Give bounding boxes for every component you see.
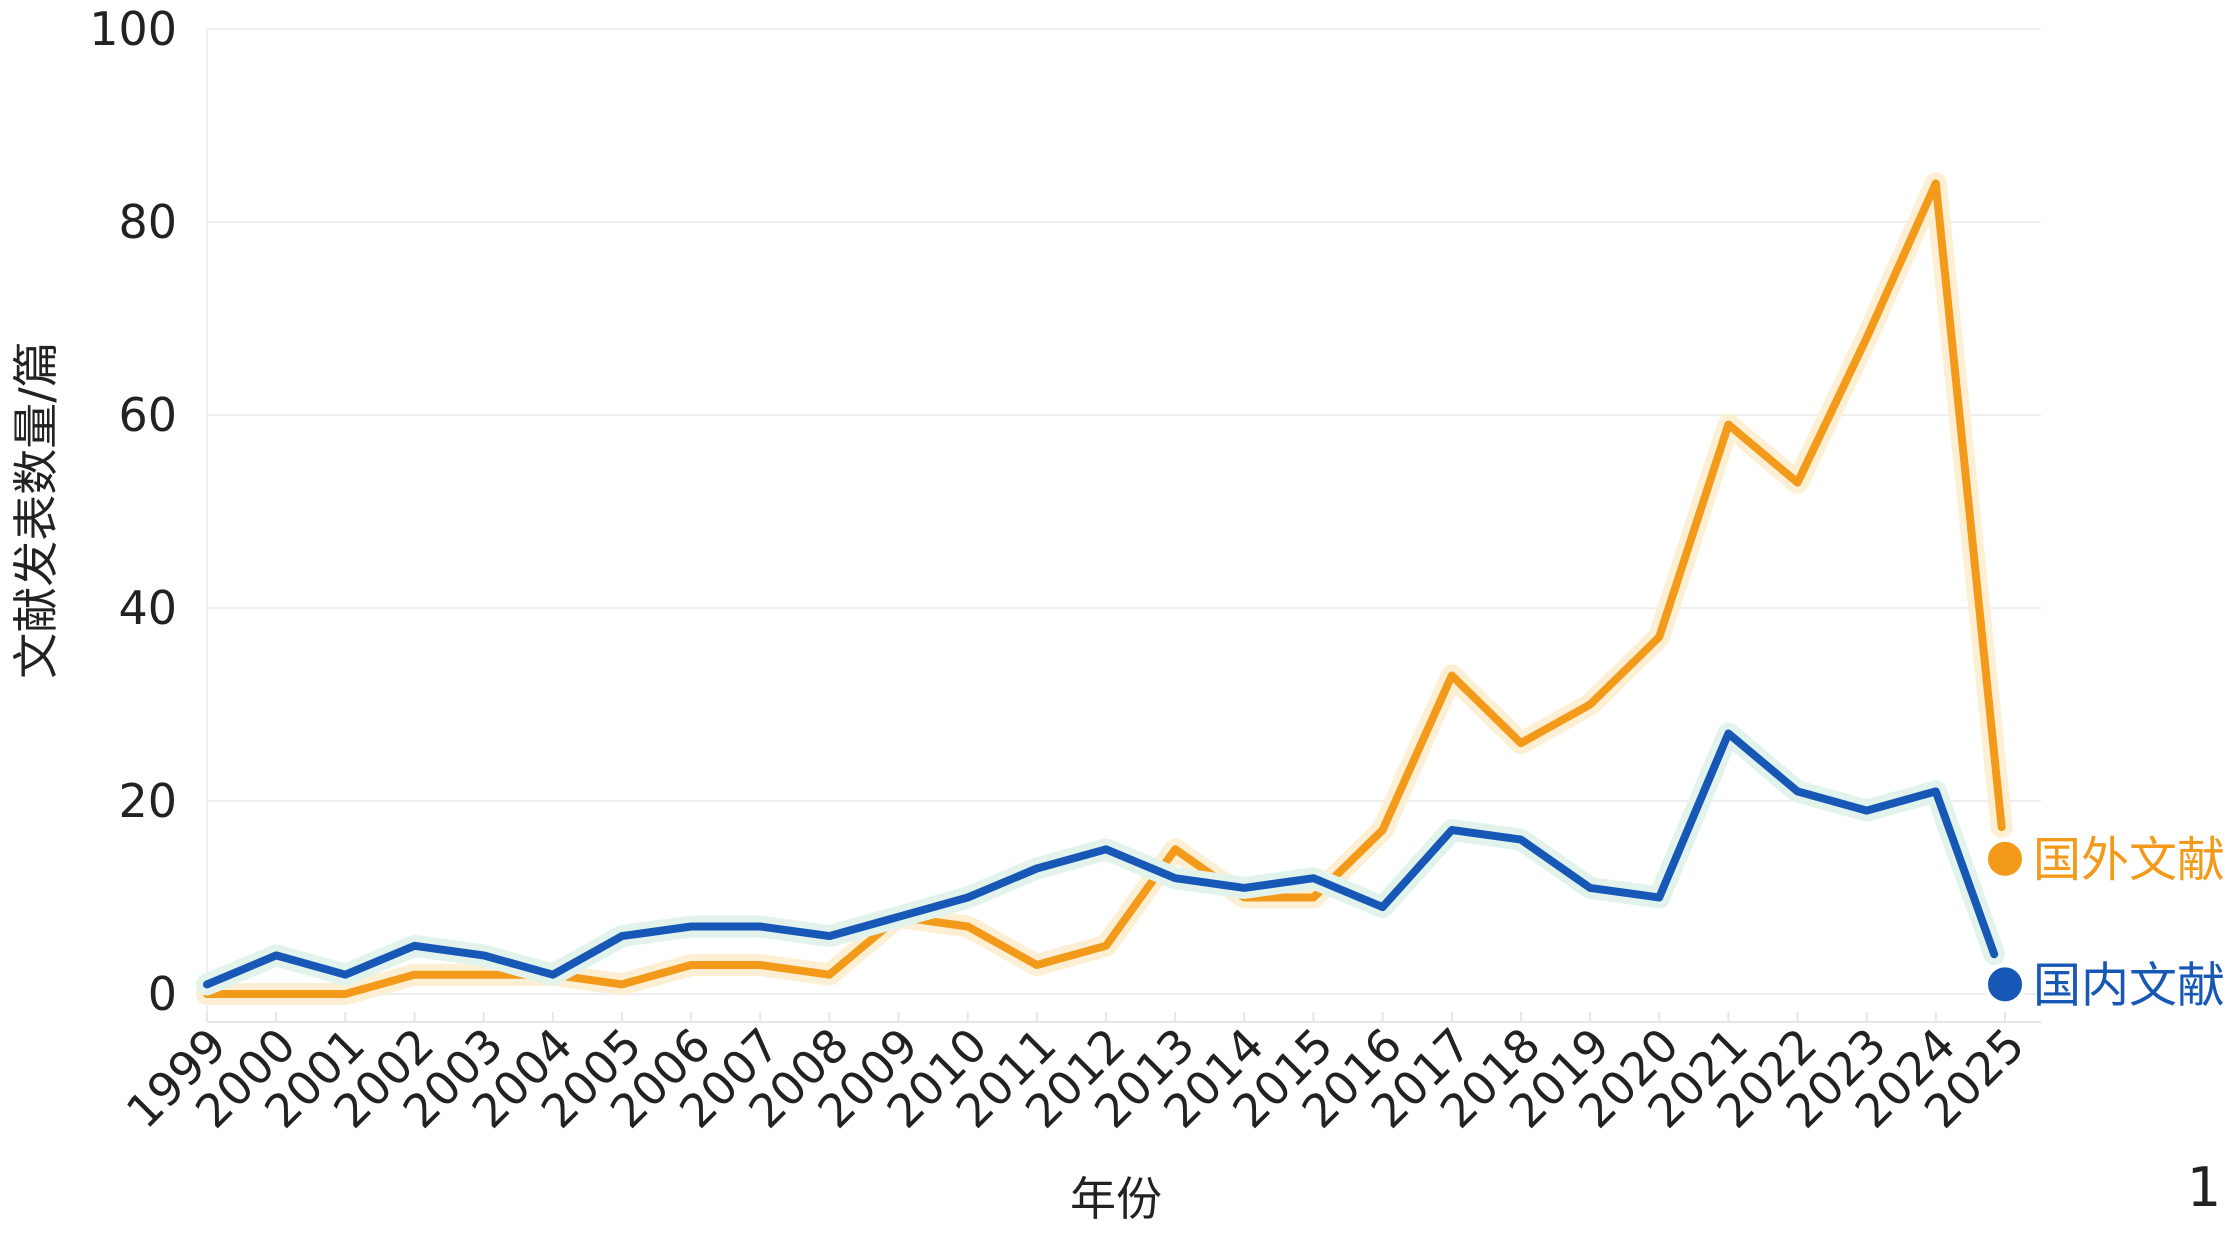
series-end-marker (1984, 963, 2026, 1006)
x-axis-title: 年份 (1070, 1172, 1162, 1226)
series-label: 国外文献 (2033, 832, 2225, 888)
y-tick-label: 80 (118, 195, 177, 249)
y-tick-label: 100 (89, 2, 177, 56)
series-end-marker (1984, 837, 2026, 880)
series-glow (196, 172, 2013, 1005)
corner-label: 1 (2187, 1156, 2221, 1219)
y-axis-ticks: 0 20 40 60 80 100 (89, 2, 177, 1021)
y-tick-label: 40 (118, 581, 177, 635)
y-tick-label: 0 (148, 967, 177, 1021)
series-line-0 (203, 179, 2006, 998)
series-label: 国内文献 (2033, 957, 2225, 1013)
y-tick-label: 60 (118, 388, 177, 442)
y-tick-label: 20 (118, 774, 177, 828)
y-axis-title: 文献发表数量/篇 (9, 341, 63, 679)
x-axis-ticks: 1999200020012002200320042005200620072008… (116, 1018, 2035, 1139)
gridlines (206, 28, 2041, 1023)
